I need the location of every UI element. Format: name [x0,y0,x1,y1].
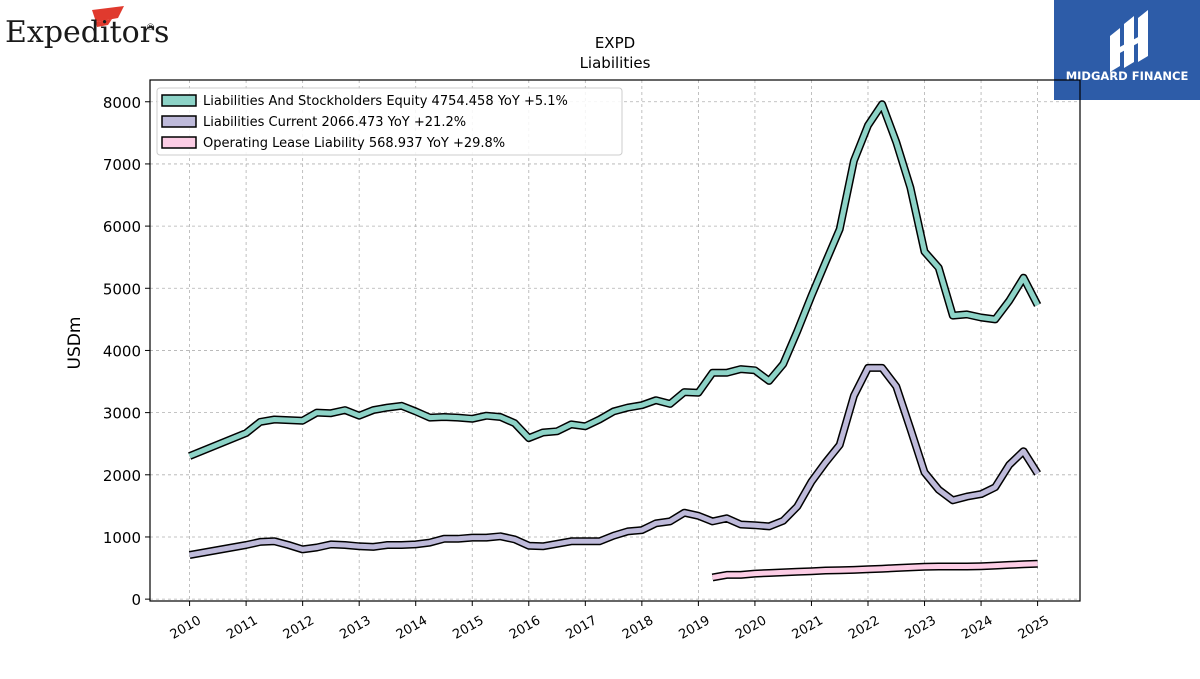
series-line [189,365,1040,558]
y-tick-label: 2000 [103,467,141,485]
grid-lines [150,80,1080,601]
legend-swatch [161,115,197,128]
y-tick-label: 5000 [103,280,141,298]
chart-subtitle: Liabilities [580,54,651,72]
x-tick-label: 2015 [450,613,486,643]
x-tick-label: 2020 [733,613,769,643]
y-axis-label: USDm [65,317,85,370]
series-line [712,561,1038,580]
expeditors-logo-mark: ® [146,23,155,33]
legend-box [156,87,623,156]
series-3 [711,559,1038,582]
expeditors-logo-text: Expeditors [5,15,169,50]
legend-label: Liabilities Current 2066.473 YoY +21.2% [203,115,466,130]
expeditors-logo: Expeditors ® [5,6,169,50]
x-tick-label: 2016 [507,613,543,643]
x-tick-label: 2010 [168,613,204,643]
midgard-finance-logo: MIDGARD FINANCE [1054,0,1200,100]
legend-swatch [161,136,197,149]
x-tick-label: 2017 [563,613,599,643]
legend-label: Liabilities And Stockholders Equity 4754… [203,94,568,109]
x-axis-ticks: 2010 2011 2012 2013 2014 2015 2016 2017 2018 2019… [168,601,1052,643]
legend-label: Operating Lease Liability 568.937 YoY +2… [203,136,505,151]
series-line-outline [188,363,1041,559]
series-line-outline [188,100,1042,460]
x-tick-label: 2024 [959,613,995,643]
x-tick-label: 2025 [1016,613,1052,643]
y-tick-label: 6000 [103,218,141,236]
data-series [188,100,1042,582]
x-tick-label: 2022 [846,613,882,643]
midgard-finance-logo-text: MIDGARD FINANCE [1066,69,1189,83]
x-tick-label: 2018 [620,613,656,643]
expeditors-logo-flag-icon [92,6,124,27]
legend-swatch [161,94,197,107]
x-tick-label: 2014 [394,613,430,643]
series-line [188,101,1040,459]
chart-title: EXPD [595,34,635,52]
y-tick-label: 3000 [103,405,141,423]
y-tick-label: 0 [131,591,141,609]
x-tick-label: 2023 [903,613,939,643]
series-1 [188,100,1042,460]
y-tick-label: 1000 [103,529,141,547]
series-2 [188,363,1041,559]
y-tick-label: 7000 [103,156,141,174]
plot-frame [149,79,1081,602]
x-tick-label: 2021 [790,613,826,643]
x-tick-label: 2012 [281,613,317,643]
x-tick-label: 2019 [677,613,713,643]
x-tick-label: 2013 [337,613,373,643]
y-tick-label: 8000 [103,94,141,112]
y-tick-label: 4000 [103,342,141,360]
legend: Liabilities And Stockholders Equity 4754… [156,87,623,156]
midgard-finance-logo-emblem-icon [1110,10,1148,72]
y-axis-ticks: 0 1000 2000 3000 4000 5000 6000 7000 8000 [103,94,150,609]
x-tick-label: 2011 [224,613,260,643]
